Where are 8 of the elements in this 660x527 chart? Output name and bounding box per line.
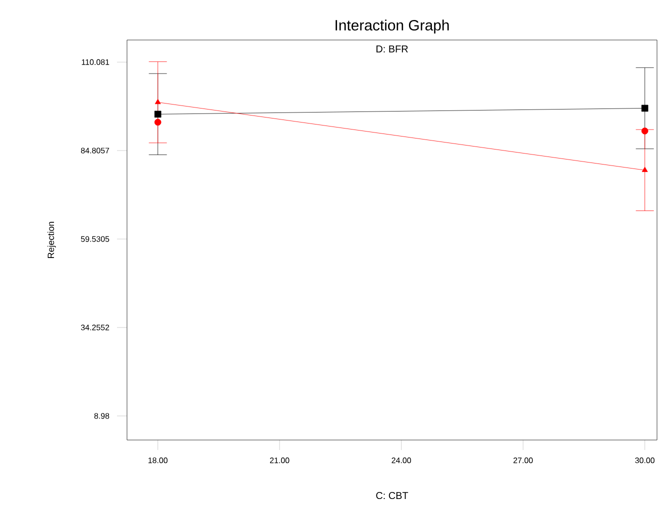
- point: [641, 128, 648, 134]
- point: [154, 110, 162, 118]
- point: [154, 118, 162, 126]
- y-axis-title: Rejection: [47, 222, 56, 258]
- x-axis-title: C: CBT: [376, 492, 408, 500]
- chart-title: Interaction Graph: [336, 20, 449, 34]
- chart-subtitle: D: BFR: [376, 46, 408, 52]
- point: [641, 104, 648, 112]
